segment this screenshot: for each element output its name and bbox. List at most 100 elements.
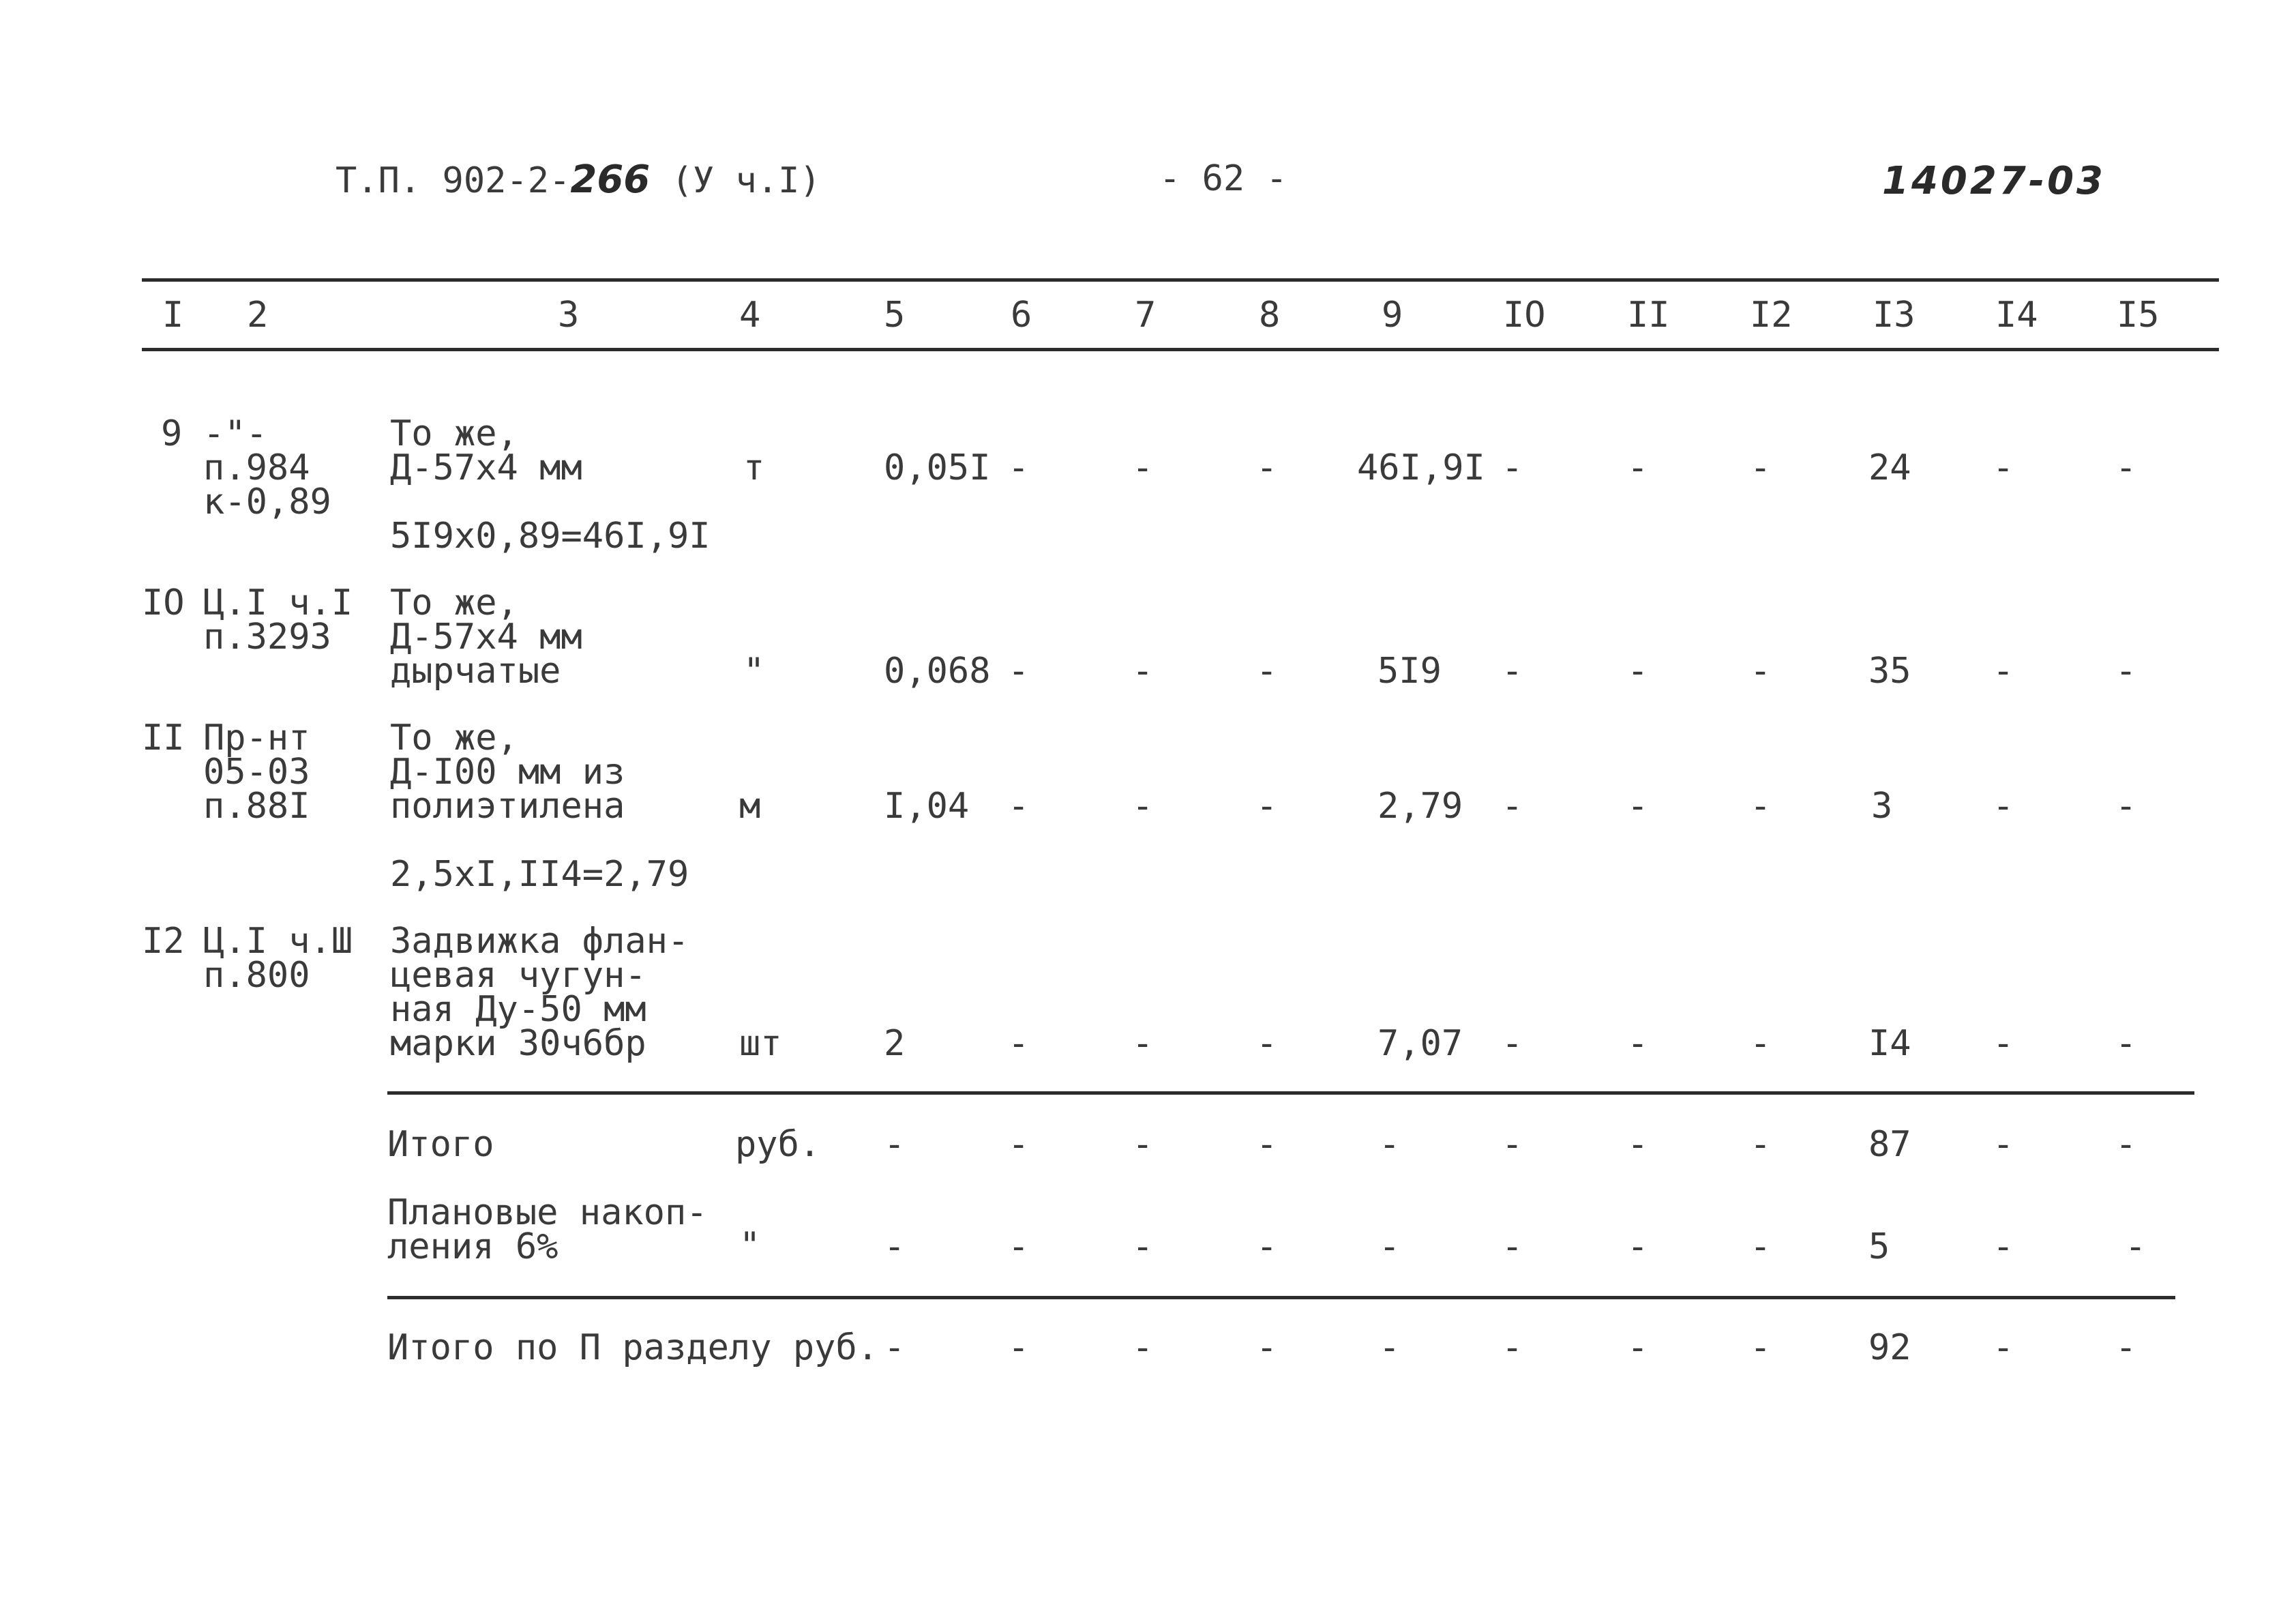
cell-15: -	[2125, 1226, 2147, 1267]
doc-suffix: (У ч.I)	[671, 160, 821, 201]
cell-6: -	[1008, 651, 1030, 692]
col-header-2: 2	[247, 295, 269, 336]
col-header-6: 6	[1011, 295, 1032, 336]
cell-15: -	[2115, 1023, 2137, 1064]
cell-6: -	[1008, 447, 1030, 488]
cell-13: 92	[1868, 1327, 1911, 1368]
unit-cell: т	[743, 447, 765, 488]
cell-12: -	[1750, 651, 1772, 692]
archive-number: 14027-03	[1882, 159, 2106, 203]
description-line: Д-I00 мм из	[390, 752, 625, 793]
description-line: То же,	[390, 582, 518, 623]
cell-10: -	[1502, 1023, 1523, 1064]
cell-9: 46I,9I	[1357, 447, 1485, 488]
quantity-cell: I,04	[884, 786, 970, 827]
cell-13: I4	[1868, 1023, 1911, 1064]
cell-6: -	[1008, 1327, 1030, 1368]
totals-rule	[387, 1091, 2194, 1095]
section-total-rule	[387, 1296, 2175, 1299]
cell-5: -	[884, 1226, 906, 1267]
cell-6: -	[1008, 786, 1030, 827]
doc-code: Т.П. 902-2-266 (У ч.I)	[336, 161, 821, 199]
cell-5: -	[884, 1327, 906, 1368]
source-line: п.800	[203, 955, 310, 996]
cell-11: -	[1627, 447, 1649, 488]
cell-9: 5I9	[1377, 651, 1442, 692]
cell-7: -	[1132, 1023, 1154, 1064]
cell-7: -	[1132, 651, 1154, 692]
cell-7: -	[1132, 1124, 1154, 1165]
description-line: То же,	[390, 413, 518, 454]
description-line: Задвижка флан-	[390, 921, 689, 962]
unit-cell: м	[739, 786, 761, 827]
col-header-8: 8	[1259, 295, 1281, 336]
col-header-13: I3	[1873, 295, 1915, 336]
cell-10: -	[1502, 1327, 1523, 1368]
cell-6: -	[1008, 1124, 1030, 1165]
total-label: Плановые накоп-	[387, 1192, 708, 1233]
calculation: 2,5хI,II4=2,79	[390, 854, 689, 895]
cell-7: -	[1132, 447, 1154, 488]
source-line: Ц.I ч.Ш	[203, 921, 353, 962]
col-header-3: 3	[558, 295, 580, 336]
quantity-cell: 0,05I	[884, 447, 991, 488]
source-line: 05-03	[203, 752, 310, 793]
cell-15: -	[2115, 786, 2137, 827]
cell-9: -	[1379, 1124, 1401, 1165]
cell-11: -	[1627, 651, 1649, 692]
cell-8: -	[1256, 447, 1278, 488]
cell-10: -	[1502, 651, 1523, 692]
description-line: ная Ду-50 мм	[390, 989, 646, 1030]
cell-8: -	[1256, 1327, 1278, 1368]
description-line: марки 30ч6бр	[390, 1023, 646, 1064]
cell-5: -	[884, 1124, 906, 1165]
quantity-cell: 2	[884, 1023, 906, 1064]
cell-11: -	[1627, 1226, 1649, 1267]
cell-9: -	[1379, 1226, 1401, 1267]
cell-14: -	[1993, 1226, 2014, 1267]
total-label: ления 6%	[387, 1226, 558, 1267]
col-header-7: 7	[1135, 295, 1157, 336]
cell-8: -	[1256, 1023, 1278, 1064]
calculation: 5I9х0,89=46I,9I	[390, 516, 711, 557]
source-line: п.3293	[203, 617, 331, 657]
description-line: Д-57х4 мм	[390, 617, 582, 657]
description-line: цевая чугун-	[390, 955, 646, 996]
col-header-5: 5	[884, 295, 906, 336]
header-rule-top	[142, 278, 2219, 282]
source-line: к-0,89	[203, 482, 331, 522]
col-header-15: I5	[2117, 295, 2160, 336]
row-number: 9	[161, 413, 183, 454]
col-header-1: I	[162, 295, 184, 336]
cell-10: -	[1502, 1124, 1523, 1165]
cell-13: 24	[1868, 447, 1911, 488]
cell-9: 2,79	[1377, 786, 1463, 827]
page-number: - 62 -	[1159, 158, 1287, 199]
cell-12: -	[1750, 1124, 1772, 1165]
cell-14: -	[1993, 1023, 2014, 1064]
col-header-11: II	[1627, 295, 1670, 336]
cell-8: -	[1256, 651, 1278, 692]
section-total-label: Итого по П разделу руб.	[387, 1327, 879, 1368]
cell-11: -	[1627, 786, 1649, 827]
header-rule-bottom	[142, 348, 2219, 351]
cell-15: -	[2115, 1327, 2137, 1368]
source-line: -"-	[203, 413, 267, 454]
doc-prefix: Т.П. 902-2-	[336, 160, 571, 201]
cell-12: -	[1750, 447, 1772, 488]
cell-11: -	[1627, 1124, 1649, 1165]
col-header-14: I4	[1995, 295, 2038, 336]
cell-6: -	[1008, 1023, 1030, 1064]
cell-12: -	[1750, 1023, 1772, 1064]
row-number: I2	[142, 921, 185, 962]
cell-9: 7,07	[1377, 1023, 1463, 1064]
cell-11: -	[1627, 1023, 1649, 1064]
cell-8: -	[1256, 1124, 1278, 1165]
description-line: То же,	[390, 718, 518, 758]
source-line: п.984	[203, 447, 310, 488]
col-header-9: 9	[1382, 295, 1403, 336]
cell-13: 35	[1868, 651, 1911, 692]
cell-15: -	[2115, 651, 2137, 692]
cell-8: -	[1256, 786, 1278, 827]
cell-6: -	[1008, 1226, 1030, 1267]
